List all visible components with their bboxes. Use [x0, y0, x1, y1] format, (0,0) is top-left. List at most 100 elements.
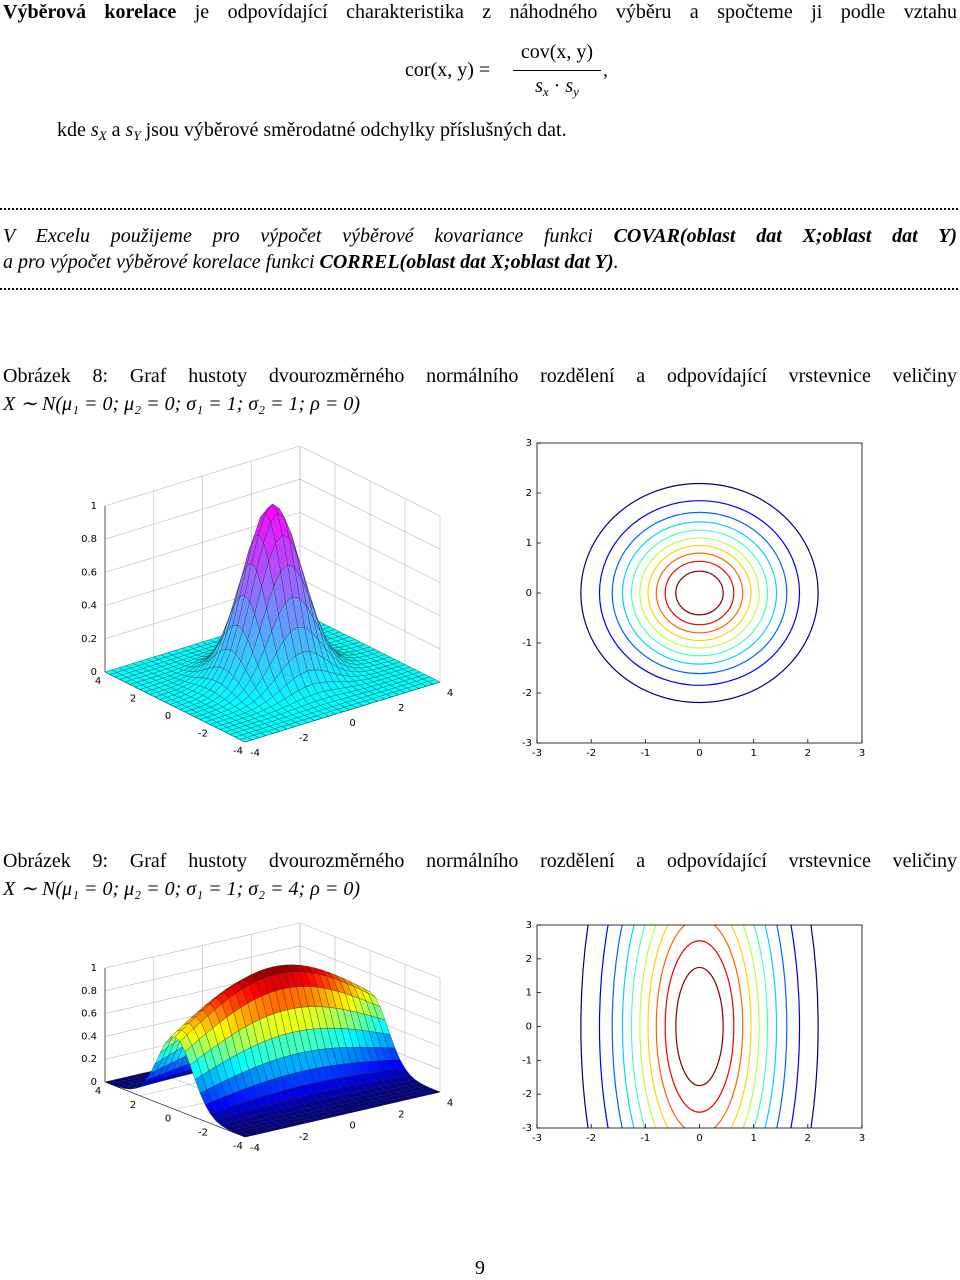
contour-plot: -3 -2 -1 0 1 2 3 -3 -2 -1 0 1 2 3 — [522, 438, 865, 759]
note-text: V Excelu použijeme pro výpočet výběrové … — [3, 225, 593, 247]
y-tick-label: 2 — [526, 954, 532, 965]
y-tick-label: -3 — [522, 738, 532, 749]
dotted-separator — [0, 288, 958, 290]
y-tick-label: 0 — [526, 1022, 532, 1033]
wall-grid — [299, 445, 441, 517]
x-tick-label: -4 — [250, 748, 260, 759]
z-tick-label: 0 — [91, 667, 97, 678]
wall-grid — [299, 922, 441, 979]
x-tick-label: 2 — [398, 1109, 404, 1120]
y-tick-label: 2 — [526, 488, 532, 499]
x-tick-label: -3 — [532, 748, 542, 759]
y-tick-label: -2 — [522, 1089, 532, 1100]
x-tick-label: 2 — [398, 703, 404, 714]
y-tick-label: 2 — [130, 1100, 136, 1111]
caption-formula: X ∼ N(μ₁ = 0; μ₂ = 0; σ₁ = 1; σ₂ = 4; ρ … — [3, 878, 360, 900]
y-tick-label: 1 — [526, 538, 532, 549]
caption-label: Obrázek 9: — [3, 850, 109, 872]
caption-label: Obrázek 8: — [3, 365, 109, 387]
x-tick-label: 4 — [447, 1098, 453, 1109]
plot-frame — [536, 924, 863, 1129]
contour-line — [611, 511, 788, 675]
y-tick-label: 4 — [95, 676, 101, 687]
y-tick-label: 1 — [526, 988, 532, 999]
definition-text: je odpovídající charakteristika z náhodn… — [194, 1, 958, 23]
explanation: kde sX a sY jsou výběrové směrodatné odc… — [57, 118, 567, 148]
text: kde — [57, 119, 86, 141]
y-tick-label: 3 — [526, 438, 532, 449]
surface-patch — [239, 1133, 253, 1138]
x-tick-label: -2 — [299, 1132, 309, 1143]
subscript: x — [542, 84, 549, 99]
x-tick-label: -3 — [532, 1133, 542, 1144]
y-tick-label: 3 — [526, 920, 532, 931]
caption: Obrázek 8: Graf hustoty dvourozměrného n… — [3, 364, 957, 388]
plot-frame — [536, 442, 863, 744]
subscript: Y — [133, 128, 141, 143]
x-tick-label: -1 — [640, 1133, 650, 1144]
x-tick-label: -2 — [586, 1133, 596, 1144]
z-tick-label: 0.4 — [81, 1031, 97, 1042]
z-tick-label: 0.6 — [81, 1009, 97, 1020]
y-tick-label: 2 — [130, 694, 136, 705]
definition: Výběrová korelace je odpovídající charak… — [3, 0, 957, 24]
symbol: s — [535, 75, 543, 97]
wall-grid — [299, 512, 441, 583]
subscript: y — [573, 84, 579, 99]
term: Výběrová korelace — [3, 1, 177, 23]
text: jsou výběrové směrodatné odchylky příslu… — [145, 119, 567, 141]
x-tick-label: -2 — [586, 748, 596, 759]
surface-patch — [239, 737, 253, 743]
contour-line — [647, 925, 752, 1128]
contour-line — [647, 544, 752, 642]
y-tick-label: -2 — [198, 1127, 208, 1138]
wall-grid — [299, 545, 441, 616]
x-tick-label: -1 — [640, 748, 650, 759]
note-text: a pro výpočet výběrové korelace funkci — [3, 251, 315, 273]
contour-line — [675, 570, 724, 616]
x-tick-label: 2 — [805, 1133, 811, 1144]
x-tick-label: 0 — [349, 718, 355, 729]
contour-line — [630, 529, 769, 657]
x-tick-label: 3 — [859, 748, 865, 759]
contour-line — [639, 925, 760, 1128]
y-tick-label: -1 — [522, 638, 532, 649]
x-tick-label: 0 — [349, 1121, 355, 1132]
y-tick-label: -2 — [522, 688, 532, 699]
contour-line — [630, 925, 769, 1128]
note-line: V Excelu použijeme pro výpočet výběrové … — [3, 224, 957, 248]
text: a — [111, 119, 121, 141]
contour-line — [639, 537, 760, 649]
dotted-separator — [0, 208, 958, 210]
x-tick-label: -4 — [250, 1143, 260, 1154]
z-tick-label: 0.2 — [81, 634, 97, 645]
operator: · — [553, 75, 561, 97]
contour-line — [611, 925, 788, 1128]
fraction-bar — [513, 70, 601, 71]
surface-plot: 0 0.2 0.4 0.6 0.8 1 -4 -2 0 2 4 -4 -2 0 2 4 — [81, 922, 453, 1154]
wall-grid — [299, 478, 441, 550]
z-tick-label: 0.2 — [81, 1054, 97, 1065]
wall-grid — [299, 578, 441, 650]
y-tick-label: -1 — [522, 1055, 532, 1066]
caption-text: Graf hustoty dvourozměrného normálního r… — [129, 850, 958, 872]
caption-text: Graf hustoty dvourozměrného normálního r… — [129, 365, 958, 387]
symbol: s — [565, 75, 574, 97]
wall-grid — [104, 945, 301, 992]
wall-grid — [104, 922, 301, 969]
y-tick-label: -4 — [233, 1141, 243, 1152]
function-name: COVAR(oblast dat X;oblast dat Y) — [613, 225, 957, 247]
z-tick-label: 1 — [91, 963, 97, 974]
contour-line — [664, 940, 735, 1113]
y-tick-label: -4 — [233, 746, 243, 757]
z-tick-label: 0.8 — [81, 986, 97, 997]
formula-comma: , — [603, 59, 608, 81]
y-tick-label: 0 — [165, 711, 171, 722]
wall-grid — [299, 945, 441, 1002]
z-tick-label: 0.8 — [81, 534, 97, 545]
subscript: X — [98, 128, 107, 143]
contours — [580, 925, 819, 1128]
axis-line — [104, 1081, 246, 1138]
